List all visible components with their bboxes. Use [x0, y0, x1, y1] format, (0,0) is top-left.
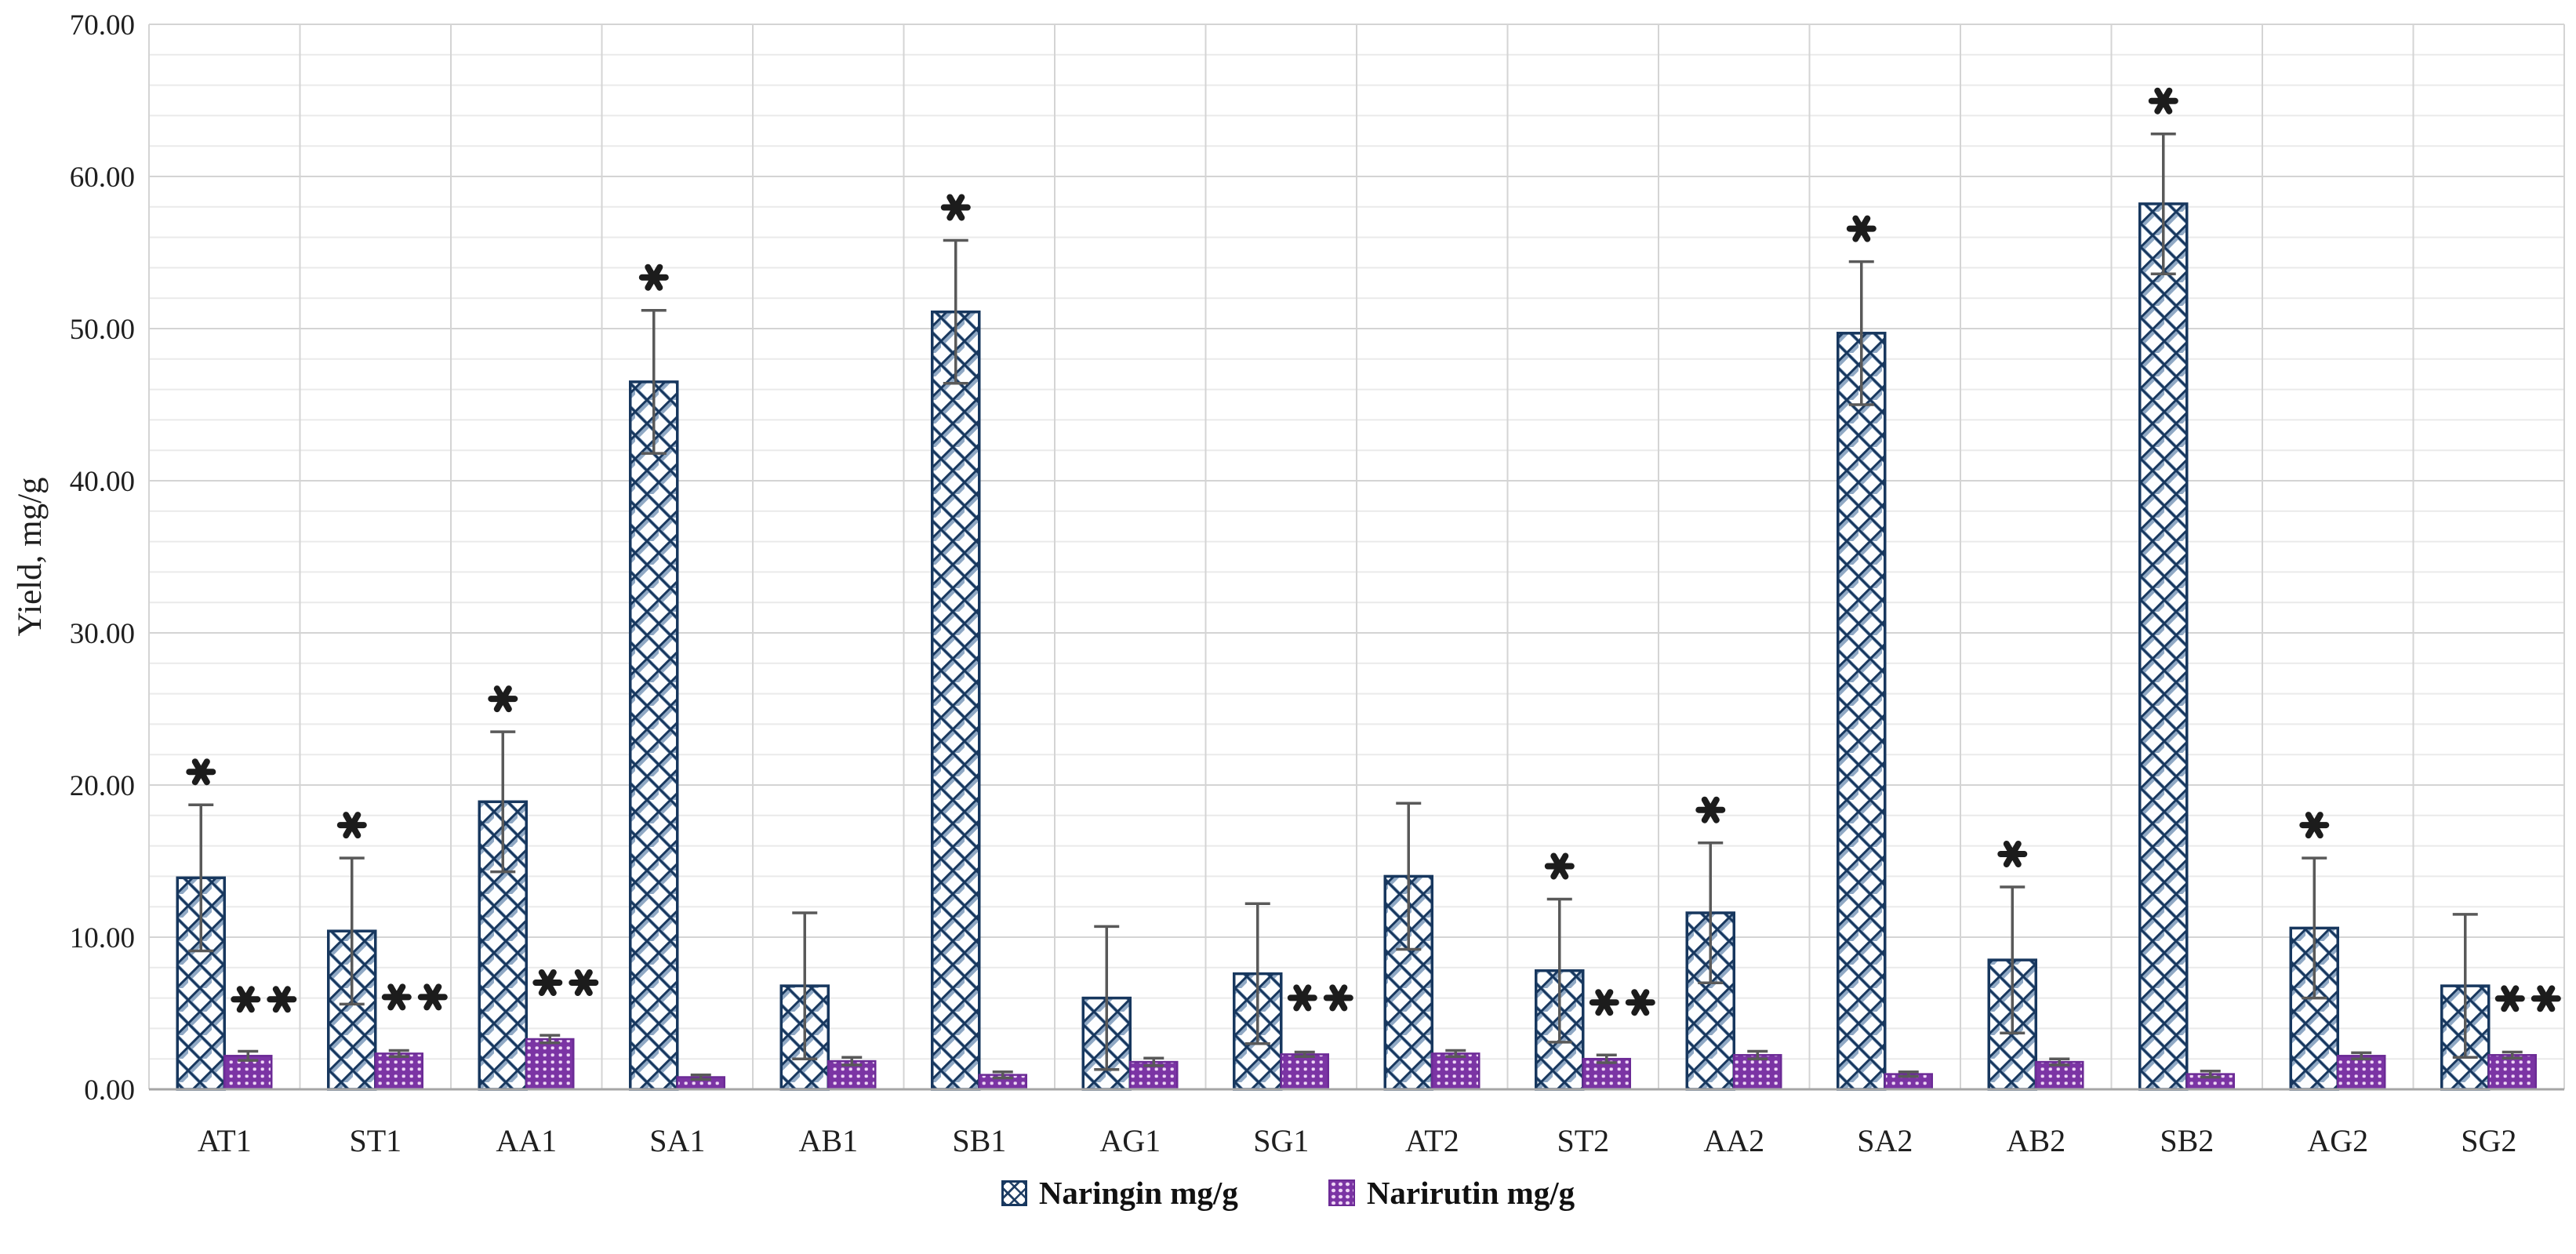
legend-label-narirutin: Narirutin mg/g: [1366, 1175, 1575, 1211]
narirutin-dots-swatch-icon: [1328, 1179, 1355, 1206]
svg-text:0.00: 0.00: [84, 1074, 135, 1107]
yield-bar-chart: 0.00 10.00 20.00 30.00 40.00 50.00 60.00 70.00 A…: [12, 9, 2565, 1158]
svg-text:AA1: AA1: [496, 1123, 557, 1158]
legend-item-naringin: Naringin mg/g: [1001, 1174, 1238, 1212]
svg-text:SB2: SB2: [2160, 1123, 2214, 1158]
svg-text:AT1: AT1: [198, 1123, 252, 1158]
svg-text:60.00: 60.00: [70, 162, 135, 194]
y-axis-title: Yield, mg/g: [12, 477, 49, 636]
narirutin-bar-SG2: [2487, 1054, 2537, 1091]
x-axis-labels: AT1 ST1 AA1 SA1 AB1 SB1 AG1 SG1 AT2 ST2 AA2 SA2 AB2 S…: [198, 1123, 2517, 1158]
svg-text:70.00: 70.00: [70, 9, 135, 42]
svg-text:AB1: AB1: [799, 1123, 859, 1158]
svg-text:SA1: SA1: [649, 1123, 705, 1158]
narirutin-bar-SG1: [1280, 1053, 1329, 1091]
narirutin-bar-AG2: [2337, 1055, 2386, 1091]
naringin-bar-SB2: [2138, 202, 2189, 1091]
svg-text:SB1: SB1: [952, 1123, 1006, 1158]
svg-text:AG2: AG2: [2307, 1123, 2368, 1158]
significance-markers: [186, 87, 2561, 1016]
narirutin-bar-AA1: [525, 1038, 575, 1091]
chart-legend: Naringin mg/g Narirutin mg/g: [0, 1174, 2576, 1212]
svg-text:50.00: 50.00: [70, 314, 135, 346]
svg-text:AA2: AA2: [1703, 1123, 1764, 1158]
svg-text:10.00: 10.00: [70, 922, 135, 954]
narirutin-bar-ST1: [374, 1052, 423, 1091]
svg-text:AT2: AT2: [1405, 1123, 1459, 1158]
svg-text:SG2: SG2: [2461, 1123, 2516, 1158]
svg-text:AB2: AB2: [2007, 1123, 2066, 1158]
svg-text:SG1: SG1: [1253, 1123, 1309, 1158]
svg-text:SA2: SA2: [1857, 1123, 1913, 1158]
legend-item-narirutin: Narirutin mg/g: [1328, 1174, 1575, 1212]
chart-area: 0.00 10.00 20.00 30.00 40.00 50.00 60.00 70.00 A…: [12, 9, 2565, 1158]
svg-text:30.00: 30.00: [70, 618, 135, 650]
bars-naringin: [176, 202, 2491, 1091]
svg-text:ST1: ST1: [349, 1123, 401, 1158]
svg-text:AG1: AG1: [1099, 1123, 1161, 1158]
naringin-bar-SB1: [931, 310, 981, 1091]
svg-text:40.00: 40.00: [70, 466, 135, 498]
svg-text:ST2: ST2: [1557, 1123, 1609, 1158]
bars-narirutin: [223, 1038, 2537, 1091]
naringin-bar-SA2: [1837, 332, 1887, 1091]
y-axis-labels: 0.00 10.00 20.00 30.00 40.00 50.00 60.00 70.00: [70, 9, 135, 1107]
naringin-crosshatch-swatch-icon: [1001, 1179, 1027, 1206]
naringin-bar-SA1: [629, 380, 679, 1091]
narirutin-bar-AT2: [1431, 1052, 1481, 1091]
legend-label-naringin: Naringin mg/g: [1038, 1175, 1238, 1211]
error-bars: [188, 132, 2523, 1081]
svg-text:20.00: 20.00: [70, 770, 135, 802]
